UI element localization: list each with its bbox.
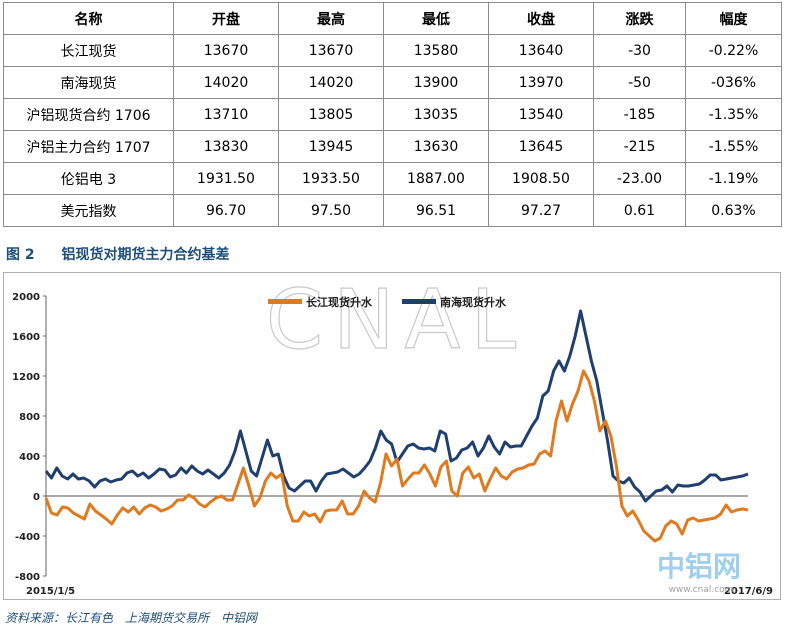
figure-caption: 图 2 铝现货对期货主力合约基差 bbox=[6, 244, 230, 264]
cell-high: 97.50 bbox=[278, 194, 384, 227]
x-end-label: 2017/6/9 bbox=[724, 586, 773, 597]
cell-open: 1931.50 bbox=[173, 162, 279, 195]
cell-change: -185 bbox=[593, 98, 686, 131]
cell-change: -23.00 bbox=[593, 162, 686, 195]
cell-close: 13645 bbox=[488, 130, 594, 163]
cell-close: 13970 bbox=[488, 66, 594, 99]
cell-open: 14020 bbox=[173, 66, 279, 99]
cell-percent: -1.55% bbox=[685, 130, 782, 163]
watermark-text: CNAL bbox=[266, 273, 526, 368]
legend-swatch bbox=[268, 299, 302, 304]
cell-open: 13670 bbox=[173, 34, 279, 67]
cell-high: 13945 bbox=[278, 130, 384, 163]
cell-name: 沪铝现货合约 1706 bbox=[3, 98, 174, 131]
cell-name: 沪铝主力合约 1707 bbox=[3, 130, 174, 163]
y-tick-label: 0 bbox=[33, 492, 40, 503]
cell-high: 13670 bbox=[278, 34, 384, 67]
cell-high: 13805 bbox=[278, 98, 384, 131]
chart-frame: CNAL -800 -400 0 400 800 1200 1600 2000 长江现货升水 南… bbox=[3, 272, 781, 600]
series-line-0 bbox=[44, 369, 749, 543]
cell-low: 13035 bbox=[383, 98, 489, 131]
column-header: 涨跌 bbox=[593, 2, 686, 35]
table-row: 长江现货 13670 13670 13580 13640 -30 -0.22% bbox=[3, 34, 782, 67]
y-tick-label: 400 bbox=[19, 452, 40, 463]
price-table: 名称 开盘 最高 最低 收盘 涨跌 幅度 长江现货 13670 13670 13… bbox=[3, 2, 782, 227]
column-header: 最低 bbox=[383, 2, 489, 35]
y-tick-label: 800 bbox=[19, 412, 40, 423]
legend-label: 南海现货升水 bbox=[440, 295, 507, 309]
cell-change: -30 bbox=[593, 34, 686, 67]
cell-percent: -1.35% bbox=[685, 98, 782, 131]
cell-name: 伦铝电 3 bbox=[3, 162, 174, 195]
y-tick-label: -800 bbox=[15, 572, 40, 583]
y-tick-label: 1600 bbox=[12, 332, 40, 343]
cell-change: -215 bbox=[593, 130, 686, 163]
y-tick-label: 2000 bbox=[12, 292, 40, 303]
cell-high: 1933.50 bbox=[278, 162, 384, 195]
cell-percent: -0.22% bbox=[685, 34, 782, 67]
source-note: 资料来源：长江有色 上海期货交易所 中铝网 bbox=[5, 611, 258, 625]
cell-close: 13640 bbox=[488, 34, 594, 67]
cell-name: 美元指数 bbox=[3, 194, 174, 227]
cell-low: 13630 bbox=[383, 130, 489, 163]
table-row: 南海现货 14020 14020 13900 13970 -50 -036% bbox=[3, 66, 782, 99]
cell-name: 南海现货 bbox=[3, 66, 174, 99]
cell-low: 13900 bbox=[383, 66, 489, 99]
cell-high: 14020 bbox=[278, 66, 384, 99]
column-header: 幅度 bbox=[685, 2, 782, 35]
column-header: 收盘 bbox=[488, 2, 594, 35]
cell-close: 97.27 bbox=[488, 194, 594, 227]
legend-swatch bbox=[402, 299, 436, 304]
table-row: 伦铝电 3 1931.50 1933.50 1887.00 1908.50 -2… bbox=[3, 162, 782, 195]
table-header-row: 名称 开盘 最高 最低 收盘 涨跌 幅度 bbox=[3, 2, 782, 35]
cell-low: 96.51 bbox=[383, 194, 489, 227]
basis-line-chart: CNAL -800 -400 0 400 800 1200 1600 2000 长江现货升水 南… bbox=[12, 273, 773, 597]
cell-close: 13540 bbox=[488, 98, 594, 131]
cell-open: 13830 bbox=[173, 130, 279, 163]
logo-site-text: www.cnal.com bbox=[669, 585, 734, 595]
y-tick-label: -400 bbox=[15, 532, 40, 543]
cell-open: 13710 bbox=[173, 98, 279, 131]
table-row: 沪铝主力合约 1707 13830 13945 13630 13645 -215… bbox=[3, 130, 782, 163]
cell-open: 96.70 bbox=[173, 194, 279, 227]
logo-text: 中铝网 bbox=[657, 550, 741, 583]
cell-percent: -036% bbox=[685, 66, 782, 99]
column-header: 最高 bbox=[278, 2, 384, 35]
figure-number: 图 2 bbox=[6, 247, 35, 263]
cell-percent: -1.19% bbox=[685, 162, 782, 195]
cell-change: -50 bbox=[593, 66, 686, 99]
cell-change: 0.61 bbox=[593, 194, 686, 227]
y-tick-label: 1200 bbox=[12, 372, 40, 383]
table-row: 美元指数 96.70 97.50 96.51 97.27 0.61 0.63% bbox=[3, 194, 782, 227]
cell-percent: 0.63% bbox=[685, 194, 782, 227]
cell-low: 1887.00 bbox=[383, 162, 489, 195]
x-start-label: 2015/1/5 bbox=[26, 586, 75, 597]
cell-name: 长江现货 bbox=[3, 34, 174, 67]
cell-close: 1908.50 bbox=[488, 162, 594, 195]
column-header: 名称 bbox=[3, 2, 174, 35]
cell-low: 13580 bbox=[383, 34, 489, 67]
column-header: 开盘 bbox=[173, 2, 279, 35]
figure-title: 铝现货对期货主力合约基差 bbox=[61, 247, 230, 263]
table-row: 沪铝现货合约 1706 13710 13805 13035 13540 -185… bbox=[3, 98, 782, 131]
legend-label: 长江现货升水 bbox=[306, 295, 373, 309]
